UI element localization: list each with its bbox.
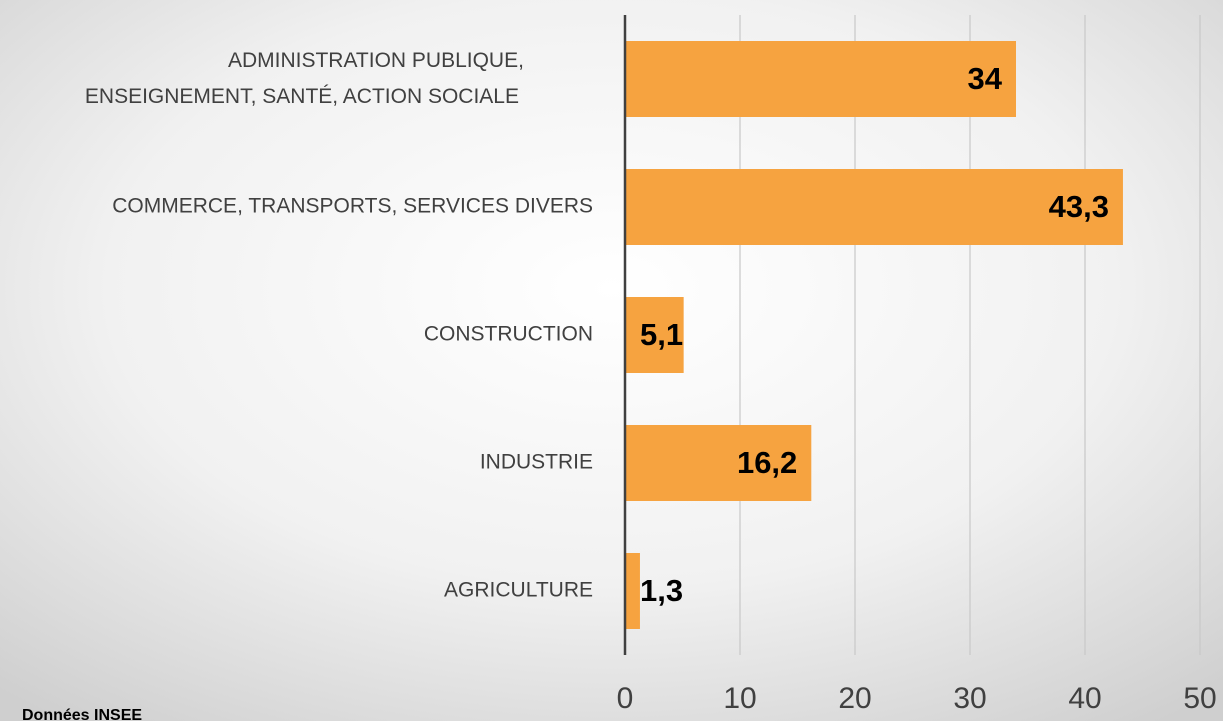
source-note: Données INSEE xyxy=(22,707,142,721)
x-tick-label: 40 xyxy=(1068,682,1101,715)
y-tick-label: ADMINISTRATION PUBLIQUE, ENSEIGNEMENT, SA… xyxy=(85,49,524,108)
x-tick-label: 10 xyxy=(723,682,756,715)
value-label: 34 xyxy=(968,61,1003,96)
y-tick-label: COMMERCE, TRANSPORTS, SERVICES DIVERS xyxy=(112,195,593,218)
value-label: 1,3 xyxy=(640,573,683,608)
y-tick-label: INDUSTRIE xyxy=(480,451,593,474)
x-tick-label: 20 xyxy=(838,682,871,715)
value-label: 16,2 xyxy=(737,445,797,480)
x-tick-label: 0 xyxy=(617,682,634,715)
bar xyxy=(625,169,1123,245)
x-tick-label: 50 xyxy=(1183,682,1216,715)
bar xyxy=(625,425,812,501)
value-label: 5,1 xyxy=(640,317,683,352)
bar xyxy=(625,553,640,629)
bar xyxy=(625,297,684,373)
y-tick-label: CONSTRUCTION xyxy=(424,323,593,346)
x-tick-label: 30 xyxy=(953,682,986,715)
y-tick-label: AGRICULTURE xyxy=(444,579,593,602)
value-label: 43,3 xyxy=(1049,189,1109,224)
bar xyxy=(625,41,1016,117)
